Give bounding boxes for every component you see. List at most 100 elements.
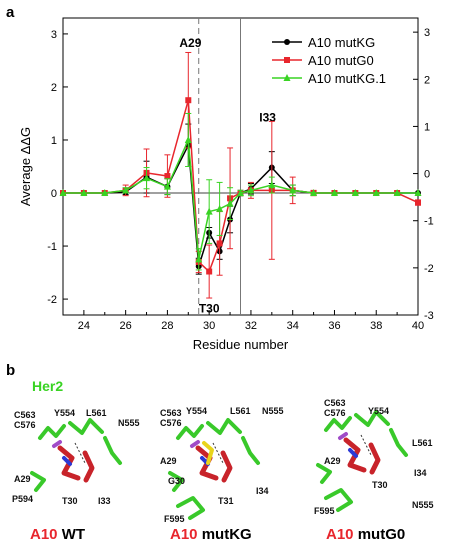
- data-point: [216, 204, 224, 212]
- right-y-tick-label: 2: [424, 74, 430, 86]
- x-tick-label: 38: [370, 320, 382, 332]
- legend-label: A10 mutG0: [308, 53, 374, 68]
- right-y-tick-label: -1: [424, 216, 434, 228]
- residue-label: I34: [414, 468, 427, 478]
- legend-marker: [283, 74, 291, 81]
- peptide-stick: [368, 442, 381, 475]
- y-tick-label: 0: [51, 188, 57, 200]
- residue-stick: [316, 463, 332, 484]
- residue-label: I34: [256, 486, 269, 496]
- x-tick-label: 28: [161, 320, 173, 332]
- residue-label: N555: [412, 500, 434, 510]
- peptide-stick: [82, 450, 95, 483]
- annotation-a29: A29: [179, 36, 201, 50]
- x-axis-label: Residue number: [193, 337, 289, 352]
- caption-mutg0: A10 mutG0: [326, 526, 405, 543]
- x-tick-label: 32: [245, 320, 257, 332]
- residue-label: L561: [412, 438, 433, 448]
- data-point: [206, 268, 213, 275]
- data-point: [372, 189, 380, 197]
- residue-label: P594: [12, 494, 34, 504]
- residue-label: A29: [160, 456, 177, 466]
- legend-label: A10 mutKG: [308, 35, 375, 50]
- data-point: [330, 189, 338, 197]
- residue-label: N555: [262, 406, 284, 416]
- residue-label: G30: [168, 476, 186, 486]
- residue-label: N555: [118, 418, 140, 428]
- residue-stick: [30, 471, 46, 492]
- residue-label: Y554: [186, 406, 208, 416]
- data-point: [122, 186, 130, 194]
- residue-stick: [241, 436, 260, 465]
- residue-label: Y554: [368, 406, 390, 416]
- legend-label: A10 mutKG.1: [308, 71, 386, 86]
- series-a10-mutkg-1: [59, 112, 422, 271]
- residue-label: T30: [62, 496, 78, 506]
- residue-label: A29: [324, 456, 341, 466]
- annotation-t30: T30: [199, 301, 220, 315]
- residue-stick: [168, 471, 184, 492]
- residue-label: L561: [230, 406, 251, 416]
- peptide-stick: [195, 445, 219, 481]
- sulfur-stick: [338, 432, 348, 440]
- caption-mutkg: A10 mutKG: [170, 526, 252, 543]
- x-tick-label: 26: [120, 320, 132, 332]
- residue-label: F595: [314, 506, 335, 516]
- data-point: [216, 240, 223, 247]
- residue-label: F595: [164, 514, 185, 524]
- data-point: [164, 173, 171, 180]
- her2-label: Her2: [32, 378, 64, 394]
- x-tick-label: 34: [287, 320, 299, 332]
- caption-wt-suffix: WT: [57, 526, 86, 543]
- caption-wt-prefix: A10: [30, 526, 58, 543]
- right-y-tick-label: 3: [424, 27, 430, 39]
- y-tick-label: -1: [47, 241, 57, 253]
- data-point: [289, 186, 297, 194]
- molecular-structures: [30, 410, 408, 520]
- right-y-tick-label: -2: [424, 263, 434, 275]
- data-point: [101, 189, 109, 197]
- residue-label: L561: [86, 408, 107, 418]
- right-y-tick-label: 0: [424, 169, 430, 181]
- caption-mutg0-prefix: A10: [326, 526, 354, 543]
- peptide-stick: [343, 437, 367, 473]
- right-y-tick-label: 1: [424, 121, 430, 133]
- caption-mutkg-prefix: A10: [170, 526, 198, 543]
- x-tick-label: 24: [78, 320, 90, 332]
- residue-stick: [68, 418, 104, 435]
- residue-stick: [176, 424, 204, 440]
- panel-b-label: b: [6, 362, 16, 379]
- x-tick-label: 40: [412, 320, 424, 332]
- residue-stick: [354, 410, 390, 427]
- data-point: [268, 181, 276, 189]
- y-tick-label: -2: [47, 294, 57, 306]
- caption-mutg0-suffix: mutG0: [353, 526, 406, 543]
- legend-marker: [284, 57, 290, 63]
- data-point: [185, 97, 192, 104]
- residue-stick: [206, 418, 242, 435]
- phenyl-stick: [176, 496, 205, 520]
- legend-marker: [284, 39, 290, 45]
- panel-a-label: a: [6, 4, 15, 21]
- annotation-i33: I33: [259, 110, 276, 124]
- sulfur-stick: [52, 440, 62, 448]
- data-point: [163, 182, 171, 190]
- glycine-stick: [202, 441, 214, 465]
- residue-label: C576: [14, 420, 36, 430]
- data-point: [226, 199, 234, 207]
- peptide-stick: [220, 450, 233, 483]
- residue-label: T31: [218, 496, 234, 506]
- data-point: [143, 174, 151, 182]
- residue-label: C563: [160, 408, 182, 418]
- sulfur-stick: [190, 440, 200, 448]
- residue-label: Y554: [54, 408, 76, 418]
- y-tick-label: 1: [51, 135, 57, 147]
- residue-label: C576: [160, 418, 182, 428]
- data-point: [414, 189, 422, 197]
- residue-stick: [389, 428, 408, 457]
- residue-label: T30: [372, 480, 388, 490]
- data-point: [184, 135, 192, 143]
- x-tick-label: 36: [328, 320, 340, 332]
- residue-stick: [324, 416, 352, 432]
